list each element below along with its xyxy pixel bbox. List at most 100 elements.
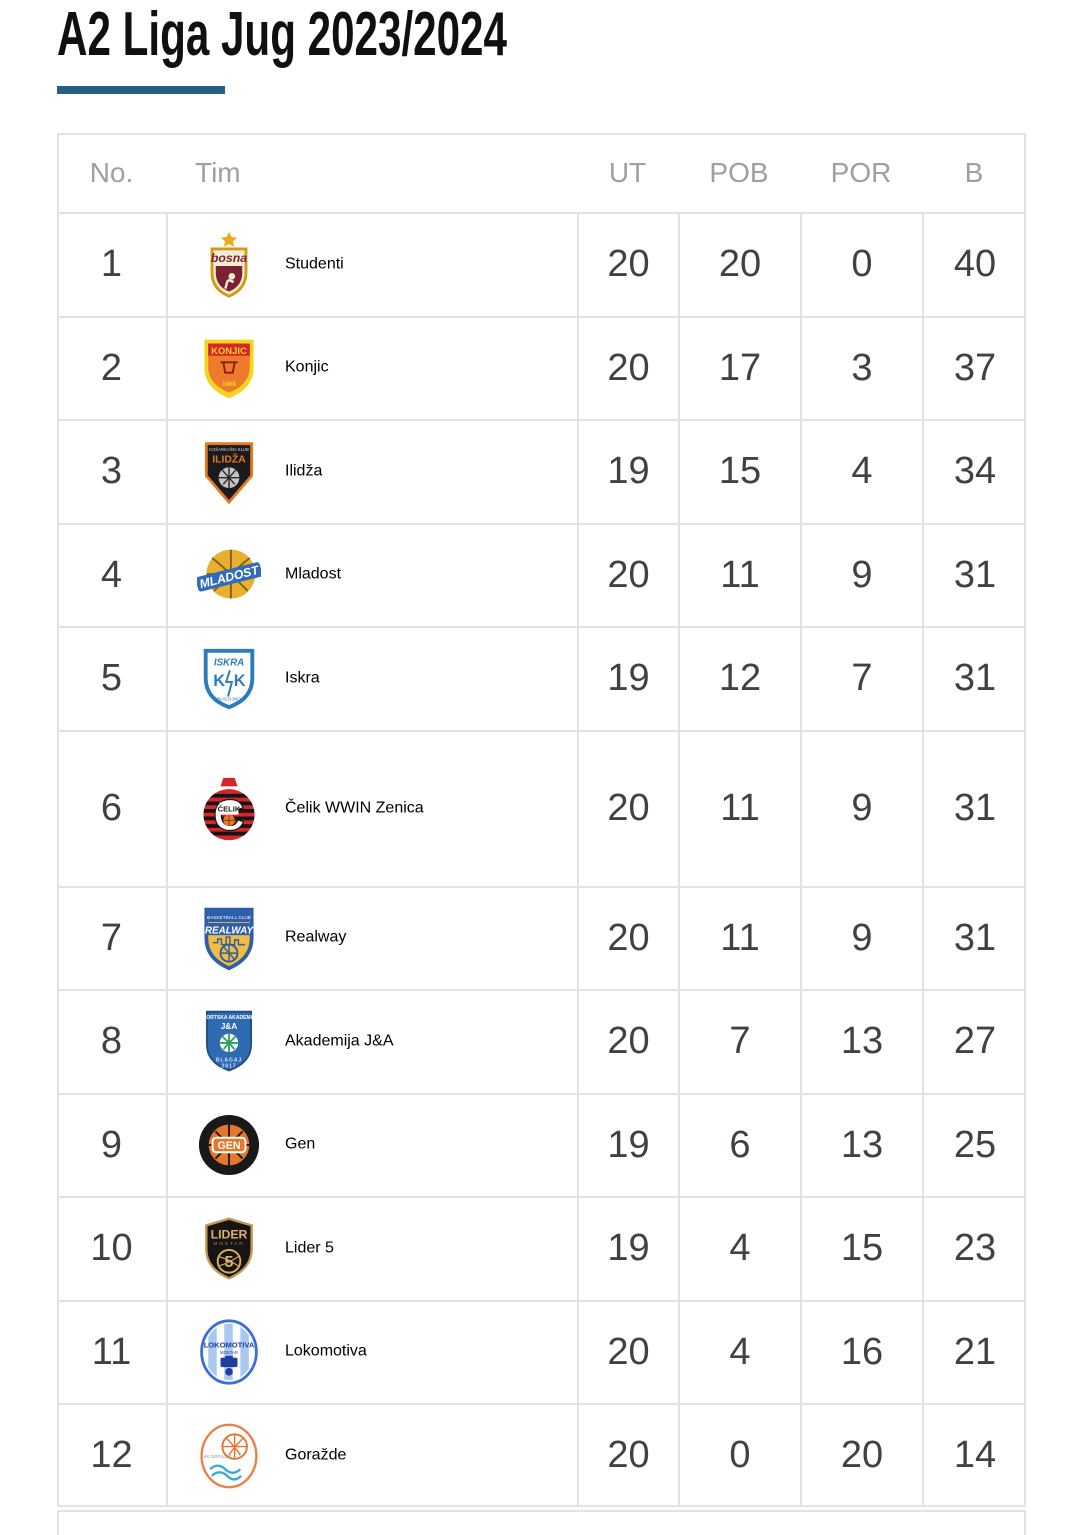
ut-cell: 20 — [577, 731, 678, 886]
svg-text:MOSTAR: MOSTAR — [220, 1350, 238, 1355]
svg-text:2017: 2017 — [222, 1063, 237, 1069]
team-cell: LIDER MOSTAR 5 Lider 5 — [166, 1198, 577, 1300]
gen-logo: GEN — [198, 1115, 260, 1176]
team-name: Lider 5 — [285, 1239, 334, 1257]
akademija-ja-logo: SPORTSKA AKADEMIJA J&A BLAGAJ 2017 — [199, 1010, 259, 1072]
table-row[interactable]: 1 bosna Studenti 20 20 0 40 — [57, 212, 1026, 316]
column-header-pob: POB — [709, 156, 769, 188]
team-cell: KK GORAŽDE Goražde — [166, 1405, 577, 1507]
por-cell: 13 — [800, 991, 922, 1093]
por-cell: 0 — [800, 214, 922, 316]
team-cell: SPORTSKA AKADEMIJA J&A BLAGAJ 2017 Akade… — [166, 991, 577, 1093]
studenti-logo: bosna — [210, 231, 248, 298]
realway-logo: BASKETBALL CLUB REALWAY — [204, 908, 255, 971]
rank-cell: 9 — [100, 1123, 123, 1166]
column-header-no: No. — [89, 156, 134, 188]
table-row[interactable]: 2 KONJIC 1968 Konjic 20 17 3 37 — [57, 315, 1026, 419]
team-cell: bosna Studenti — [166, 214, 577, 316]
rank-cell: 10 — [90, 1227, 133, 1270]
table-row[interactable]: 6 C ČELIK Čelik WWIN Zenica 20 — [57, 729, 1026, 886]
pob-cell: 4 — [678, 1198, 800, 1300]
ut-cell: 19 — [577, 628, 678, 730]
rank-cell: 6 — [100, 787, 123, 829]
svg-text:ČELIK: ČELIK — [218, 804, 241, 813]
table-row[interactable]: 4 MLADOST Mladost 20 11 9 31 — [57, 522, 1026, 626]
ut-cell: 20 — [577, 524, 678, 626]
pob-cell: 7 — [678, 991, 800, 1093]
svg-text:bosna: bosna — [211, 251, 247, 265]
rank-cell: 4 — [100, 553, 123, 596]
table-row[interactable]: 11 LOKOMOTIVA MOSTAR — [57, 1299, 1026, 1403]
rank-cell: 12 — [90, 1434, 133, 1477]
table-row[interactable]: 5 ISKRA K K BUGOJNO Iskra 19 12 7 31 — [57, 626, 1026, 730]
ut-cell: 20 — [577, 887, 678, 989]
title-accent-bar — [57, 86, 225, 94]
b-cell: 25 — [922, 1094, 1026, 1196]
ut-cell: 20 — [577, 991, 678, 1093]
por-cell: 9 — [800, 524, 922, 626]
next-table-fragment — [57, 1510, 1026, 1535]
svg-text:ISKRA: ISKRA — [214, 657, 244, 668]
ut-cell: 20 — [577, 214, 678, 316]
rank-cell: 5 — [100, 657, 123, 700]
pob-cell: 11 — [678, 731, 800, 886]
table-row[interactable]: 8 SPORTSKA AKADEMIJA J&A BLAGAJ 2017 Aka… — [57, 989, 1026, 1093]
lokomotiva-logo: LOKOMOTIVA MOSTAR — [200, 1319, 258, 1385]
svg-text:J&A: J&A — [221, 1022, 238, 1031]
svg-text:KOŠARKAŠKI KLUB: KOŠARKAŠKI KLUB — [209, 447, 249, 452]
column-header-tim: Tim — [195, 156, 241, 188]
table-row[interactable]: 7 BASKETBALL CLUB REALWAY Realway 20 11 … — [57, 885, 1026, 989]
svg-text:BUGOJNO: BUGOJNO — [217, 696, 241, 702]
svg-text:LIDER: LIDER — [211, 1227, 248, 1241]
svg-text:GEN: GEN — [217, 1140, 240, 1152]
b-cell: 40 — [922, 214, 1026, 316]
pob-cell: 0 — [678, 1405, 800, 1507]
pob-cell: 17 — [678, 317, 800, 419]
por-cell: 7 — [800, 628, 922, 730]
por-cell: 13 — [800, 1094, 922, 1196]
table-row[interactable]: 10 LIDER MOSTAR 5 Lider 5 19 4 15 23 — [57, 1196, 1026, 1300]
team-name: Čelik WWIN Zenica — [285, 799, 424, 817]
team-cell: LOKOMOTIVA MOSTAR Lokomotiva — [166, 1301, 577, 1403]
table-row[interactable]: 3 KOŠARKAŠKI KLUB ILIDŽA Ilidža 19 15 4 … — [57, 419, 1026, 523]
team-name: Gen — [285, 1135, 316, 1153]
team-cell: MLADOST Mladost — [166, 524, 577, 626]
b-cell: 34 — [922, 421, 1026, 523]
rank-cell: 8 — [100, 1020, 123, 1063]
table-row[interactable]: 9 GEN Gen 19 6 13 25 — [57, 1092, 1026, 1196]
column-header-por: POR — [830, 156, 892, 188]
team-cell: ISKRA K K BUGOJNO Iskra — [166, 628, 577, 730]
por-cell: 16 — [800, 1301, 922, 1403]
b-cell: 14 — [922, 1405, 1026, 1507]
column-header-ut: UT — [608, 156, 647, 188]
svg-text:K: K — [213, 672, 225, 690]
team-name: Goražde — [285, 1446, 347, 1464]
b-cell: 21 — [922, 1301, 1026, 1403]
team-name: Ilidža — [285, 462, 323, 480]
mladost-logo: MLADOST — [197, 549, 261, 599]
team-name: Akademija J&A — [285, 1032, 394, 1050]
pob-cell: 11 — [678, 524, 800, 626]
pob-cell: 11 — [678, 887, 800, 989]
team-cell: KONJIC 1968 Konjic — [166, 317, 577, 419]
team-name: Iskra — [285, 669, 320, 687]
svg-text:BLAGAJ: BLAGAJ — [216, 1057, 242, 1063]
ut-cell: 19 — [577, 421, 678, 523]
pob-cell: 15 — [678, 421, 800, 523]
rank-cell: 11 — [91, 1330, 132, 1373]
iskra-logo: ISKRA K K BUGOJNO — [203, 648, 255, 709]
page-title: A2 Liga Jug 2023/2024 — [57, 0, 507, 69]
por-cell: 9 — [800, 731, 922, 886]
team-name: Mladost — [285, 565, 342, 583]
table-row[interactable]: 12 KK GORAŽDE Goražde 20 0 20 14 — [57, 1403, 1026, 1507]
b-cell: 31 — [922, 887, 1026, 989]
por-cell: 20 — [800, 1405, 922, 1507]
por-cell: 15 — [800, 1198, 922, 1300]
rank-cell: 2 — [100, 346, 123, 389]
svg-text:KK GORAŽDE: KK GORAŽDE — [204, 1454, 232, 1459]
b-cell: 37 — [922, 317, 1026, 419]
rank-cell: 7 — [100, 916, 123, 959]
svg-text:5: 5 — [225, 1253, 234, 1271]
rank-cell: 1 — [100, 243, 123, 286]
svg-text:LOKOMOTIVA: LOKOMOTIVA — [204, 1341, 255, 1350]
